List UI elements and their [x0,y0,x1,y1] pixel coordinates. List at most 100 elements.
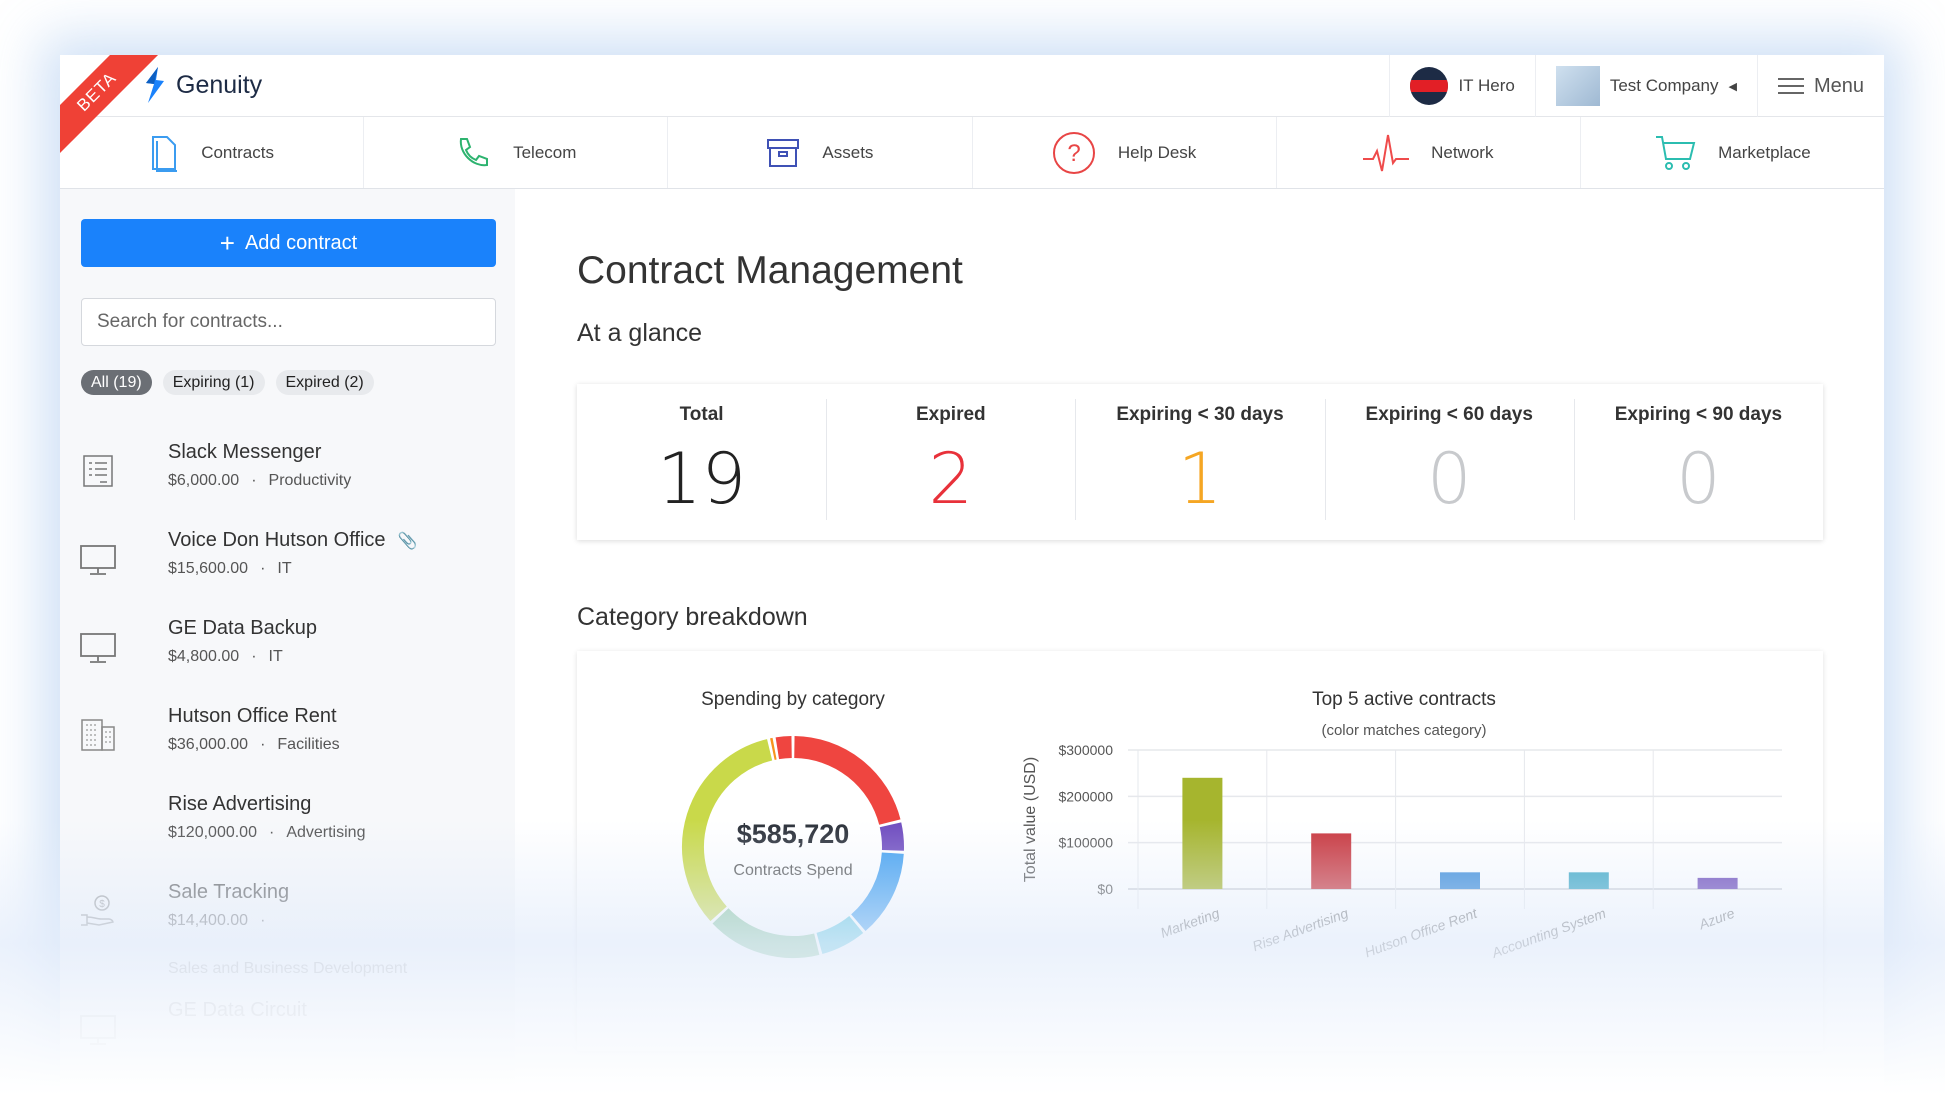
bar[interactable] [1182,777,1223,889]
tab-marketplace[interactable]: Marketplace [1581,117,1884,188]
filter-all[interactable]: All (19) [81,370,152,395]
tab-contracts[interactable]: Contracts [60,117,365,188]
stat-1[interactable]: Expired 2 [826,384,1075,540]
donut-slice[interactable] [775,736,792,760]
donut-slice[interactable] [712,908,820,958]
tab-assets[interactable]: Assets [668,117,973,188]
question-circle-icon: ? [1052,131,1095,174]
stats-card: Total 19 Expired 2 Expiring < 30 days 1 Expiri… [577,384,1823,540]
donut-title: Spending by category [701,689,885,710]
contract-list-item[interactable]: Hutson Office Rent $36,000.00 · Facilities [60,703,515,791]
contract-list: Slack Messenger $6,000.00 · Productivity Voi… [60,439,515,1067]
contract-list-item[interactable]: Rise Advertising $120,000.00 · Advertising [60,791,515,879]
search-input[interactable] [81,298,496,346]
contract-name: GE Data Circuit [168,999,307,1021]
stat-2[interactable]: Expiring < 30 days 1 [1075,384,1324,540]
genuity-logo-icon [146,67,164,103]
glance-heading: At a glance [577,319,703,347]
bar[interactable] [1311,833,1352,889]
menu-label: Menu [1813,74,1864,97]
y-tick-label: $0 [1097,881,1113,897]
document-icon [152,135,178,172]
tab-label: Telecom [513,142,577,162]
donut-center-value: $585,720 [737,819,850,849]
contract-amount: $15,600.00 [168,560,249,577]
separator: · [251,648,257,665]
contract-category: Productivity [268,472,352,489]
bar[interactable] [1697,877,1738,889]
bar-chart-subtitle: (color matches category) [1321,722,1486,739]
company-switcher[interactable]: Test Company ◀ [1534,55,1757,117]
tab-label: Assets [822,142,874,162]
bar[interactable] [1568,872,1609,889]
contract-category: Facilities [277,736,340,753]
bar-chart-title: Top 5 active contracts [1312,689,1496,710]
donut-slice[interactable] [793,736,901,826]
plus-icon: + [219,228,235,258]
tab-help-desk[interactable]: ? Help Desk [973,117,1277,188]
y-tick-label: $200000 [1058,788,1113,804]
donut-center-label: Contracts Spend [733,862,852,879]
breakdown-heading: Category breakdown [577,603,808,631]
contract-name: Slack Messenger [168,441,322,463]
svg-text:?: ? [1067,140,1080,167]
donut-slice[interactable] [879,822,904,851]
tab-label: Network [1431,142,1494,162]
filter-expired[interactable]: Expired (2) [275,370,374,395]
x-tick-label: Azure [1696,905,1737,933]
filter-expiring[interactable]: Expiring (1) [162,370,265,395]
donut-slice[interactable] [816,915,864,955]
stat-value: 2 [928,438,974,520]
user-menu[interactable]: IT Hero [1389,55,1534,117]
contract-list-item[interactable]: GE Data Backup $4,800.00 · IT [60,615,515,703]
money-hand-icon: $ [81,895,114,926]
stat-label: Expired [915,404,986,425]
top-header: BETA Genuity IT Hero Test Company ◀ Menu [60,55,1884,158]
monitor-icon [80,633,116,663]
contract-list-item[interactable]: Slack Messenger $6,000.00 · Productivity [60,439,515,527]
contract-amount: $4,800.00 [168,648,240,665]
contract-list-item[interactable]: GE Data Circuit [60,997,515,1067]
add-contract-label: Add contract [244,231,358,254]
monitor-icon [80,545,116,575]
tab-network[interactable]: Network [1277,117,1581,188]
x-tick-label: Hutson Office Rent [1362,904,1480,960]
tab-label: Help Desk [1117,142,1197,162]
hamburger-icon [1777,78,1804,94]
stat-value: 19 [657,438,747,520]
separator: · [251,472,257,489]
main-content: Contract Management At a glance Total 19 E… [515,189,1884,1095]
genuity-logo[interactable]: Genuity [142,67,262,103]
company-name: Test Company [1609,76,1719,95]
contract-amount: $120,000.00 [168,824,257,841]
contract-name: Voice Don Hutson Office 📎 [168,529,418,551]
x-tick-label: Accounting System [1489,905,1608,961]
contract-category: Advertising [286,824,366,841]
donut-slice[interactable] [850,852,904,932]
stat-4[interactable]: Expiring < 90 days 0 [1573,384,1823,540]
add-contract-button[interactable]: + Add contract [81,219,496,267]
contract-name: GE Data Backup [168,617,317,639]
separator: · [260,736,266,753]
avatar [1410,67,1449,105]
stat-label: Expiring < 90 days [1614,404,1783,425]
stat-value: 1 [1177,438,1223,520]
bar[interactable] [1440,872,1480,889]
checklist-icon [83,455,113,487]
y-axis-label: Total value (USD) [1022,757,1039,882]
category-breakdown-card: Spending by category $585,720 Contracts Sp… [577,651,1823,1051]
pulse-icon [1363,134,1410,171]
y-tick-label: $100000 [1058,835,1113,851]
app-name: Genuity [176,70,263,99]
menu-button[interactable]: Menu [1756,55,1884,117]
contract-list-item[interactable]: $ Sale Tracking $14,400.00 · Sales and Busin… [60,879,515,977]
company-logo [1555,66,1600,106]
contract-list-item[interactable]: Voice Don Hutson Office 📎 $15,600.00 · IT [60,527,515,615]
stat-value: 0 [1676,438,1721,520]
stat-3[interactable]: Expiring < 60 days 0 [1324,384,1574,540]
stat-value: 0 [1426,438,1472,520]
stat-0[interactable]: Total 19 [577,384,826,540]
tab-telecom[interactable]: Telecom [364,117,669,188]
contract-name: Sale Tracking [168,881,290,903]
contract-amount: $14,400.00 [168,912,249,929]
